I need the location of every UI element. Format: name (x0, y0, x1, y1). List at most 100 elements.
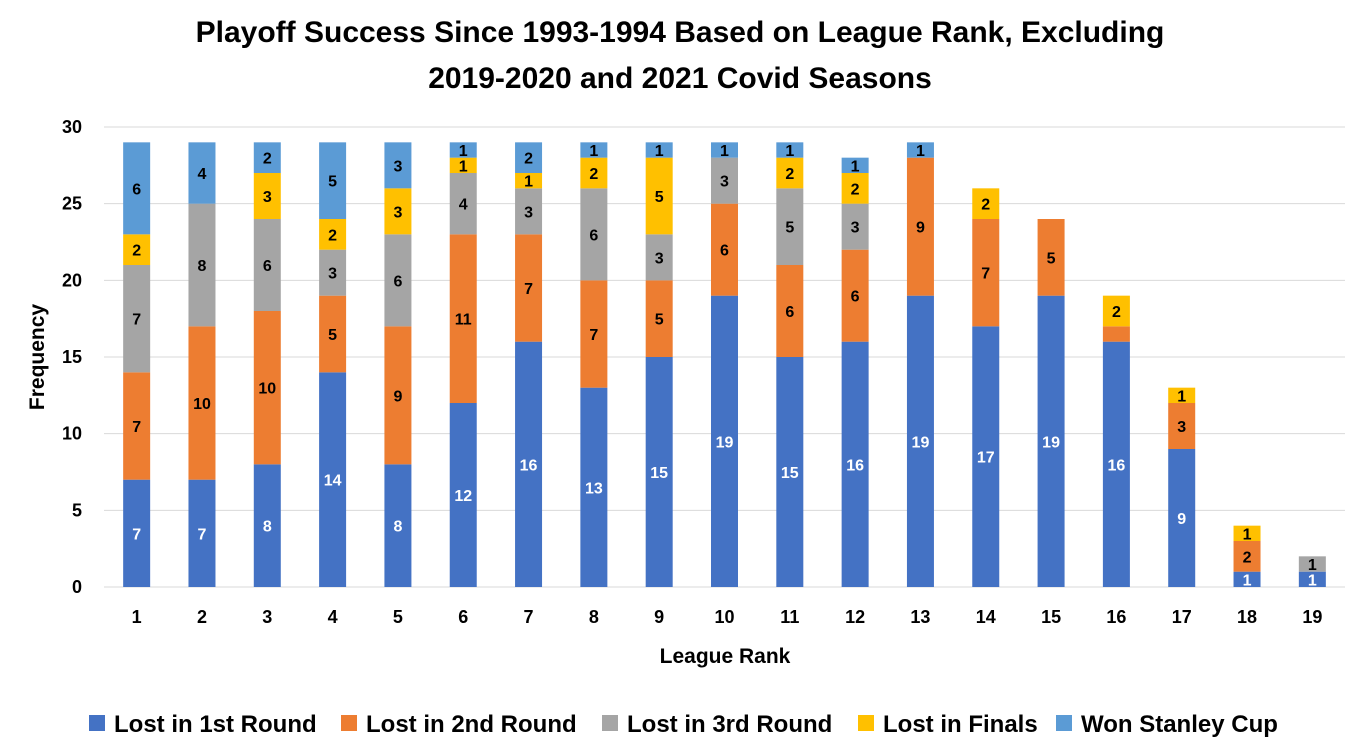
data-label: 5 (328, 174, 337, 191)
data-label: 1 (916, 143, 925, 160)
data-label: 5 (655, 189, 664, 206)
y-tick-label: 30 (62, 117, 82, 137)
bars (123, 142, 1326, 587)
data-label: 17 (977, 450, 995, 467)
bar-segment (580, 280, 608, 388)
bar-segment (123, 234, 151, 265)
data-label: 3 (393, 158, 402, 175)
bar-segment (906, 157, 934, 296)
data-label: 3 (393, 204, 402, 221)
data-label: 16 (846, 457, 864, 474)
data-label: 2 (524, 151, 533, 168)
x-tick-label: 15 (1041, 607, 1061, 627)
data-label: 8 (198, 258, 207, 275)
legend-swatch (89, 715, 105, 731)
x-tick-label: 10 (714, 607, 734, 627)
bar-segment (384, 234, 412, 327)
data-label: 1 (459, 158, 468, 175)
x-tick-label: 18 (1237, 607, 1257, 627)
y-axis-label: Frequency (26, 304, 49, 411)
data-label: 2 (589, 166, 598, 183)
data-label: 1 (851, 158, 860, 175)
x-tick-label: 5 (393, 607, 403, 627)
data-label: 3 (263, 189, 272, 206)
bar-segment (841, 203, 869, 250)
bar-segment (188, 142, 216, 204)
bar-segment (1298, 571, 1326, 587)
legend: Lost in 1st Round Lost in 2nd Round Lost i… (89, 711, 1278, 738)
data-label: 6 (851, 289, 860, 306)
x-tick-label: 6 (458, 607, 468, 627)
data-label: 1 (1243, 572, 1252, 589)
data-label: 1 (1243, 526, 1252, 543)
bar-segment (384, 326, 412, 465)
legend-swatch (1056, 715, 1072, 731)
data-label: 9 (916, 220, 925, 237)
x-axis-ticks: 1 2 3 4 5 6 7 8 9 10 11 12 13 14 15 16 17 18 19 (132, 607, 1323, 627)
bar-segment (449, 142, 477, 158)
data-label: 1 (785, 143, 794, 160)
bar-segment (123, 479, 151, 587)
bar-segment (123, 142, 151, 235)
bar-segment (1102, 295, 1130, 327)
bar-segment (841, 341, 869, 587)
data-label: 5 (785, 220, 794, 237)
bar-segment (188, 479, 216, 587)
bar-segment (580, 387, 608, 587)
chart-title-line-2: 2019-2020 and 2021 Covid Seasons (428, 62, 932, 95)
legend-label: Lost in 1st Round (114, 711, 317, 738)
data-label: 3 (1177, 419, 1186, 436)
data-label: 3 (655, 250, 664, 267)
bar-segment (645, 234, 673, 281)
data-label: 6 (263, 258, 272, 275)
data-label: 8 (263, 519, 272, 536)
data-label: 19 (716, 434, 734, 451)
data-label: 4 (198, 166, 207, 183)
bar-segment (972, 326, 1000, 587)
bar-segment (319, 142, 347, 219)
data-label: 2 (132, 243, 141, 260)
x-tick-label: 4 (328, 607, 338, 627)
y-tick-label: 20 (62, 270, 82, 290)
data-label: 2 (328, 227, 337, 244)
bar-segment (449, 234, 477, 403)
bar-segment (515, 173, 543, 189)
data-label: 6 (720, 243, 729, 260)
x-tick-label: 12 (845, 607, 865, 627)
bar-segment (515, 234, 543, 342)
bar-segment (645, 357, 673, 587)
bar-segment (711, 203, 738, 296)
bar-segment (449, 157, 477, 173)
data-label: 6 (589, 227, 598, 244)
data-label: 6 (785, 304, 794, 321)
bar-segment (645, 142, 673, 158)
legend-label: Lost in 3rd Round (627, 711, 832, 738)
bar-segment (384, 188, 412, 235)
data-label: 8 (393, 519, 402, 536)
bar-segment (384, 464, 412, 587)
legend-swatch (602, 715, 618, 731)
data-label: 1 (720, 143, 729, 160)
data-label: 9 (1177, 511, 1186, 528)
chart-title-line-1: Playoff Success Since 1993-1994 Based on… (196, 16, 1165, 49)
x-axis-label: League Rank (660, 645, 791, 668)
data-label: 9 (393, 388, 402, 405)
bar-segment (188, 203, 216, 327)
data-label: 19 (1042, 434, 1060, 451)
data-label: 2 (263, 151, 272, 168)
data-label: 1 (459, 143, 468, 160)
data-label: 3 (720, 174, 729, 191)
bar-segment (645, 157, 673, 235)
data-label: 6 (393, 273, 402, 290)
data-label: 7 (132, 312, 141, 329)
bar-segment (841, 249, 869, 342)
x-tick-label: 3 (262, 607, 272, 627)
bar-segment (1168, 449, 1196, 587)
bar-segment (580, 142, 608, 158)
bar-segment (1168, 387, 1196, 403)
x-tick-label: 11 (780, 607, 799, 627)
bar-segment (253, 219, 281, 311)
data-label: 1 (655, 143, 664, 160)
legend-swatch (858, 715, 874, 731)
x-tick-label: 16 (1106, 607, 1126, 627)
